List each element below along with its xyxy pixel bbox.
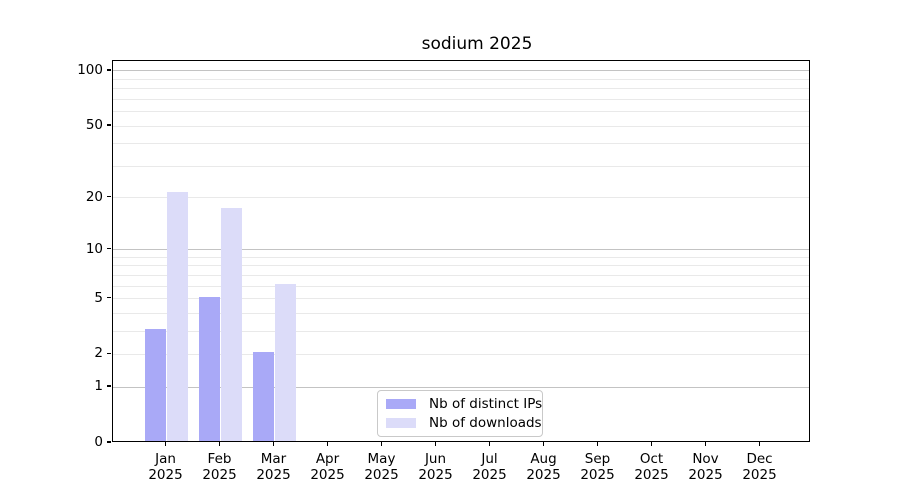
minor-gridline <box>113 330 809 332</box>
minor-gridline <box>113 265 809 267</box>
bar-distinct-ips <box>144 329 167 441</box>
y-tick <box>107 296 111 299</box>
y-tick-label: 100 <box>77 61 103 78</box>
legend-item-downloads: Nb of downloads <box>386 415 542 431</box>
minor-gridline <box>113 274 809 276</box>
y-tick-label: 5 <box>94 289 103 306</box>
x-tick-label: Aug 2025 <box>526 451 561 483</box>
chart-title: sodium 2025 <box>421 34 533 54</box>
y-tick-label: 50 <box>85 117 103 134</box>
y-tick <box>107 352 111 355</box>
legend-label-distinct-ips: Nb of distinct IPs <box>429 396 543 413</box>
x-tick-label: Feb 2025 <box>202 451 237 483</box>
y-tick-label: 1 <box>94 378 103 395</box>
x-tick <box>218 442 221 446</box>
x-tick <box>650 442 653 446</box>
bar-distinct-ips <box>198 296 221 441</box>
minor-gridline <box>113 285 809 287</box>
y-tick-label: 10 <box>85 240 103 257</box>
y-tick <box>107 385 111 387</box>
x-tick-label: Dec 2025 <box>742 451 777 483</box>
legend-swatch-downloads-icon <box>386 417 416 428</box>
minor-gridline <box>113 143 809 145</box>
plot-area <box>112 60 810 442</box>
minor-gridline <box>113 98 809 100</box>
bar-downloads <box>166 191 189 441</box>
bar-distinct-ips <box>252 352 275 441</box>
x-tick-label: Apr 2025 <box>310 451 345 483</box>
major-gridline <box>113 386 809 388</box>
legend: Nb of distinct IPs Nb of downloads <box>377 390 543 437</box>
y-tick <box>107 69 111 71</box>
x-tick <box>758 442 761 446</box>
x-tick <box>164 442 167 446</box>
major-gridline <box>113 353 809 355</box>
x-tick-label: Jul 2025 <box>472 451 507 483</box>
x-tick <box>704 442 707 446</box>
x-tick-label: Jan 2025 <box>148 451 183 483</box>
minor-gridline <box>113 312 809 314</box>
y-tick-label: 20 <box>85 188 103 205</box>
major-gridline <box>113 70 809 72</box>
x-tick-label: Oct 2025 <box>634 451 669 483</box>
minor-gridline <box>113 111 809 113</box>
major-gridline <box>113 197 809 199</box>
y-tick <box>107 441 111 443</box>
bar-downloads <box>220 208 243 441</box>
y-tick-label: 0 <box>94 434 103 450</box>
major-gridline <box>113 125 809 127</box>
x-tick-label: Jun 2025 <box>418 451 453 483</box>
x-tick-label: Mar 2025 <box>256 451 291 483</box>
x-tick <box>488 442 491 446</box>
legend-swatch-distinct-ips-icon <box>386 399 416 410</box>
x-tick <box>272 442 275 446</box>
bar-downloads <box>274 284 297 441</box>
x-tick-label: May 2025 <box>364 451 399 483</box>
x-tick <box>434 442 437 446</box>
y-tick-label: 2 <box>94 345 103 362</box>
minor-gridline <box>113 88 809 90</box>
legend-item-distinct-ips: Nb of distinct IPs <box>386 396 542 412</box>
x-tick <box>380 442 383 446</box>
y-tick <box>107 247 111 250</box>
y-tick <box>107 124 111 126</box>
minor-gridline <box>113 256 809 258</box>
x-tick-label: Sep 2025 <box>580 451 615 483</box>
x-tick <box>596 442 599 446</box>
minor-gridline <box>113 78 809 80</box>
y-tick <box>107 195 111 198</box>
x-tick <box>326 442 329 446</box>
x-tick-label: Nov 2025 <box>688 451 723 483</box>
legend-label-downloads: Nb of downloads <box>429 414 542 431</box>
major-gridline <box>113 249 809 251</box>
minor-gridline <box>113 165 809 167</box>
x-tick <box>542 442 545 446</box>
major-gridline <box>113 298 809 300</box>
